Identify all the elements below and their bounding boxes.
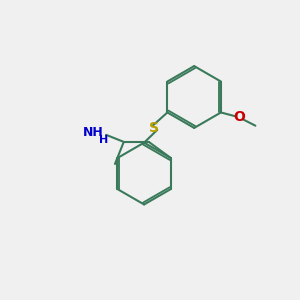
Text: H: H: [99, 134, 109, 145]
Text: S: S: [149, 121, 159, 134]
Text: O: O: [233, 110, 245, 124]
Text: NH: NH: [82, 126, 103, 139]
